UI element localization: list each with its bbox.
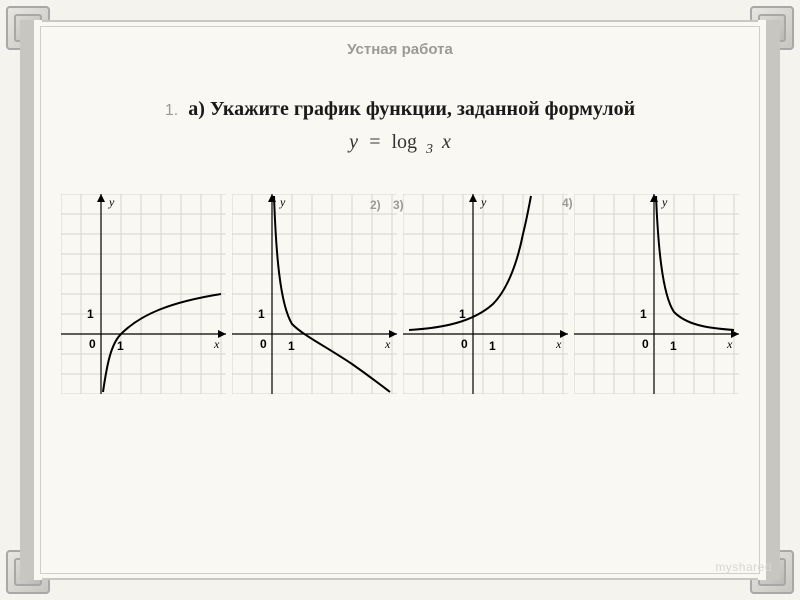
svg-text:1: 1 xyxy=(489,339,496,353)
chart-svg-2: y x 0 1 1 xyxy=(232,194,397,394)
chart-1: y x 0 1 1 xyxy=(61,194,226,394)
svg-text:y: y xyxy=(108,195,115,209)
svg-text:1: 1 xyxy=(288,339,295,353)
question-number: 1. xyxy=(165,102,178,119)
section-title: Устная работа xyxy=(59,41,741,58)
svg-text:y: y xyxy=(279,195,286,209)
svg-text:1: 1 xyxy=(459,307,466,321)
chart-svg-1: y x 0 1 1 xyxy=(61,194,226,394)
svg-text:y: y xyxy=(661,195,668,209)
svg-text:x: x xyxy=(555,337,562,351)
chart-2: 2) y x 0 1 1 xyxy=(232,194,397,394)
svg-text:0: 0 xyxy=(461,337,468,351)
slide-content: Устная работа 1. а) Укажите график функц… xyxy=(40,26,760,574)
chart-label-4: 4) xyxy=(562,196,573,210)
svg-text:0: 0 xyxy=(260,337,267,351)
formula-fn: log xyxy=(391,131,417,153)
chart-svg-4: y x 0 1 1 xyxy=(574,194,739,394)
formula-eq: = xyxy=(368,131,382,153)
svg-text:0: 0 xyxy=(89,337,96,351)
svg-text:1: 1 xyxy=(640,307,647,321)
formula-lhs: y xyxy=(349,131,358,153)
svg-text:x: x xyxy=(384,337,391,351)
svg-text:x: x xyxy=(726,337,733,351)
watermark-text: myshared xyxy=(715,560,772,574)
svg-text:y: y xyxy=(480,195,487,209)
chart-4: 4)yx011 xyxy=(574,194,739,394)
formula-arg: x xyxy=(442,131,451,153)
svg-text:1: 1 xyxy=(117,339,124,353)
svg-text:x: x xyxy=(213,337,220,351)
chart-3: 3)yx011 xyxy=(403,194,568,394)
question-text: а) Укажите график функции, заданной форм… xyxy=(188,98,635,120)
chart-label-3: 3) xyxy=(393,198,404,212)
formula: y = log 3 x xyxy=(59,131,741,158)
chart-label-2: 2) xyxy=(370,198,381,212)
slide-frame: Устная работа 1. а) Укажите график функц… xyxy=(20,20,780,580)
question-line: 1. а) Укажите график функции, заданной ф… xyxy=(59,98,741,121)
charts-row: y x 0 1 1 2) y x 0 1 1 3) y x 0 1 1 4) y x 0 1 1 xyxy=(59,194,741,394)
svg-text:1: 1 xyxy=(87,307,94,321)
svg-text:0: 0 xyxy=(642,337,649,351)
chart-svg-3: y x 0 1 1 xyxy=(403,194,568,394)
svg-text:1: 1 xyxy=(670,339,677,353)
svg-text:1: 1 xyxy=(258,307,265,321)
formula-base: 3 xyxy=(422,142,437,157)
